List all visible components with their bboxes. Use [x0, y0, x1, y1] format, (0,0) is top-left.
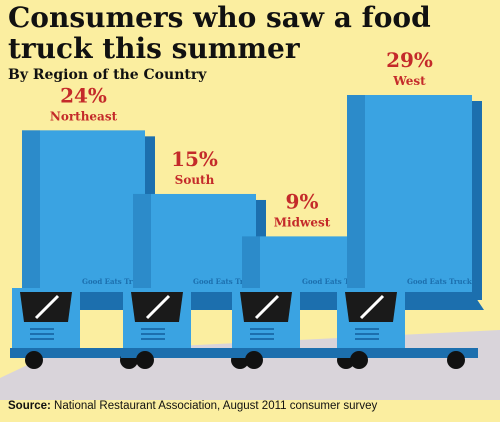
grille-line	[355, 333, 379, 335]
cargo-box-edge	[22, 130, 40, 300]
grille-line	[141, 328, 165, 330]
front-wheel	[245, 351, 263, 369]
windshield-glare	[254, 294, 280, 320]
bumper	[335, 348, 478, 358]
category-label: Northeast	[50, 109, 118, 123]
grille-line	[250, 338, 274, 340]
front-wheel	[136, 351, 154, 369]
windshield-glare	[359, 294, 385, 320]
chart-title: Consumers who saw a food truck this summ…	[8, 1, 431, 65]
bumper	[230, 348, 368, 358]
category-label: South	[175, 173, 215, 187]
grille-line	[30, 338, 54, 340]
grille-line	[250, 328, 274, 330]
cargo-box-edge	[347, 95, 365, 300]
grille-line	[355, 328, 379, 330]
truck-brand-text: Good Eats Truck	[302, 277, 367, 286]
windshield-glare	[34, 294, 60, 320]
grille-line	[141, 338, 165, 340]
bumper	[121, 348, 262, 358]
truck-west: Good Eats Truck 29% West	[335, 48, 484, 369]
truck-brand-text: Good Eats Truck	[82, 277, 147, 286]
truck-brand-text: Good Eats Truck	[407, 277, 472, 286]
value-label: 15%	[171, 147, 218, 171]
category-label: Midwest	[274, 215, 331, 229]
cargo-box-bar	[22, 130, 145, 300]
grille-line	[355, 338, 379, 340]
truck-south: Good Eats Truck 15% South	[121, 147, 268, 369]
cargo-box-bar	[347, 95, 472, 300]
grille-line	[141, 333, 165, 335]
source-label: Source:	[8, 400, 51, 412]
cargo-box-edge	[133, 193, 151, 300]
value-label: 24%	[60, 83, 107, 107]
cargo-box-edge	[242, 236, 260, 300]
rear-wheel	[447, 351, 465, 369]
grille-line	[30, 328, 54, 330]
truck-brand-text: Good Eats Truck	[193, 277, 258, 286]
source-note: Source: National Restaurant Association,…	[8, 400, 377, 412]
source-text: National Restaurant Association, August …	[54, 400, 378, 412]
serving-window	[397, 292, 484, 310]
cargo-box-bar	[133, 193, 256, 300]
truck-northeast: Good Eats Truck 24% Northeast	[10, 83, 157, 369]
value-label: 9%	[286, 189, 319, 213]
grille-line	[250, 333, 274, 335]
front-wheel	[25, 351, 43, 369]
grille-line	[30, 333, 54, 335]
front-wheel	[350, 351, 368, 369]
category-label: West	[392, 74, 426, 88]
cargo-box-side	[472, 101, 482, 300]
bumper	[10, 348, 151, 358]
chart-subtitle: By Region of the Country	[8, 67, 207, 83]
value-label: 29%	[386, 48, 433, 72]
windshield-glare	[145, 294, 171, 320]
